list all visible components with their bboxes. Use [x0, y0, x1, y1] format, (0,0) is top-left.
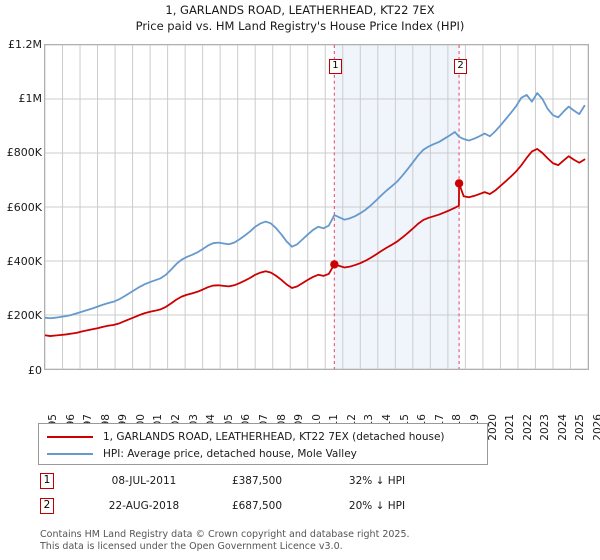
y-axis-tick: £400K — [6, 254, 42, 268]
x-axis-tick: 2025 — [574, 414, 587, 441]
footer-line-1: Contains HM Land Registry data © Crown c… — [40, 529, 410, 540]
transaction-table: 1 08-JUL-2011 £387,500 32% ↓ HPI 2 22-AU… — [40, 471, 470, 521]
page-title: 1, GARLANDS ROAD, LEATHERHEAD, KT22 7EX … — [0, 2, 600, 34]
transaction-date-2: 22-AUG-2018 — [108, 500, 180, 512]
y-axis-tick: £800K — [6, 146, 42, 160]
chart-marker-1: 1 — [328, 59, 342, 74]
transaction-price-1: £387,500 — [231, 475, 283, 487]
legend-item-hpi: HPI: Average price, detached house, Mole… — [39, 445, 487, 462]
transaction-date-1: 08-JUL-2011 — [111, 475, 177, 487]
chart-series — [45, 92, 586, 337]
transaction-price-2: £687,500 — [231, 500, 283, 512]
x-axis-tick: 2024 — [556, 414, 569, 441]
y-axis-tick: £1M — [18, 91, 43, 105]
y-axis-tick: £600K — [6, 200, 42, 214]
table-row: 2 22-AUG-2018 £687,500 20% ↓ HPI — [40, 496, 470, 521]
transaction-delta-2: 20% ↓ HPI — [348, 500, 406, 512]
y-axis-tick: £1.2M — [8, 37, 42, 51]
transaction-delta-1: 32% ↓ HPI — [348, 475, 406, 487]
legend-swatch-price-paid — [47, 435, 93, 438]
y-axis-tick: £200K — [6, 309, 42, 323]
chart-marker-2: 2 — [454, 59, 468, 74]
x-axis-tick: 2021 — [504, 414, 517, 441]
title-line-2: Price paid vs. HM Land Registry's House … — [135, 19, 465, 33]
footer-line-2: This data is licensed under the Open Gov… — [40, 540, 343, 552]
x-axis-tick: 2023 — [539, 414, 552, 441]
transaction-marker-lines — [333, 45, 460, 369]
y-axis: £0 £200K £400K £600K £800K £1M £1.2M — [0, 39, 43, 376]
y-axis-tick: £0 — [28, 363, 42, 377]
legend-label-price-paid: 1, GARLANDS ROAD, LEATHERHEAD, KT22 7EX … — [103, 430, 445, 443]
footer-attribution: Contains HM Land Registry data © Crown c… — [40, 529, 560, 552]
x-axis-tick: 2020 — [486, 414, 499, 441]
transaction-badge-1: 1 — [40, 473, 54, 489]
legend-swatch-hpi — [47, 452, 93, 455]
chart-gridlines — [45, 45, 588, 369]
x-axis: 1995199619971998199920002001200220032004… — [44, 372, 600, 441]
transaction-badge-2: 2 — [40, 498, 54, 514]
chart-legend: 1, GARLANDS ROAD, LEATHERHEAD, KT22 7EX … — [38, 423, 488, 465]
table-row: 1 08-JUL-2011 £387,500 32% ↓ HPI — [40, 471, 470, 496]
title-line-1: 1, GARLANDS ROAD, LEATHERHEAD, KT22 7EX — [165, 3, 435, 17]
legend-item-price-paid: 1, GARLANDS ROAD, LEATHERHEAD, KT22 7EX … — [39, 428, 487, 445]
x-axis-tick: 2026 — [592, 414, 600, 441]
legend-label-hpi: HPI: Average price, detached house, Mole… — [103, 447, 357, 460]
x-axis-tick: 2022 — [521, 414, 534, 441]
